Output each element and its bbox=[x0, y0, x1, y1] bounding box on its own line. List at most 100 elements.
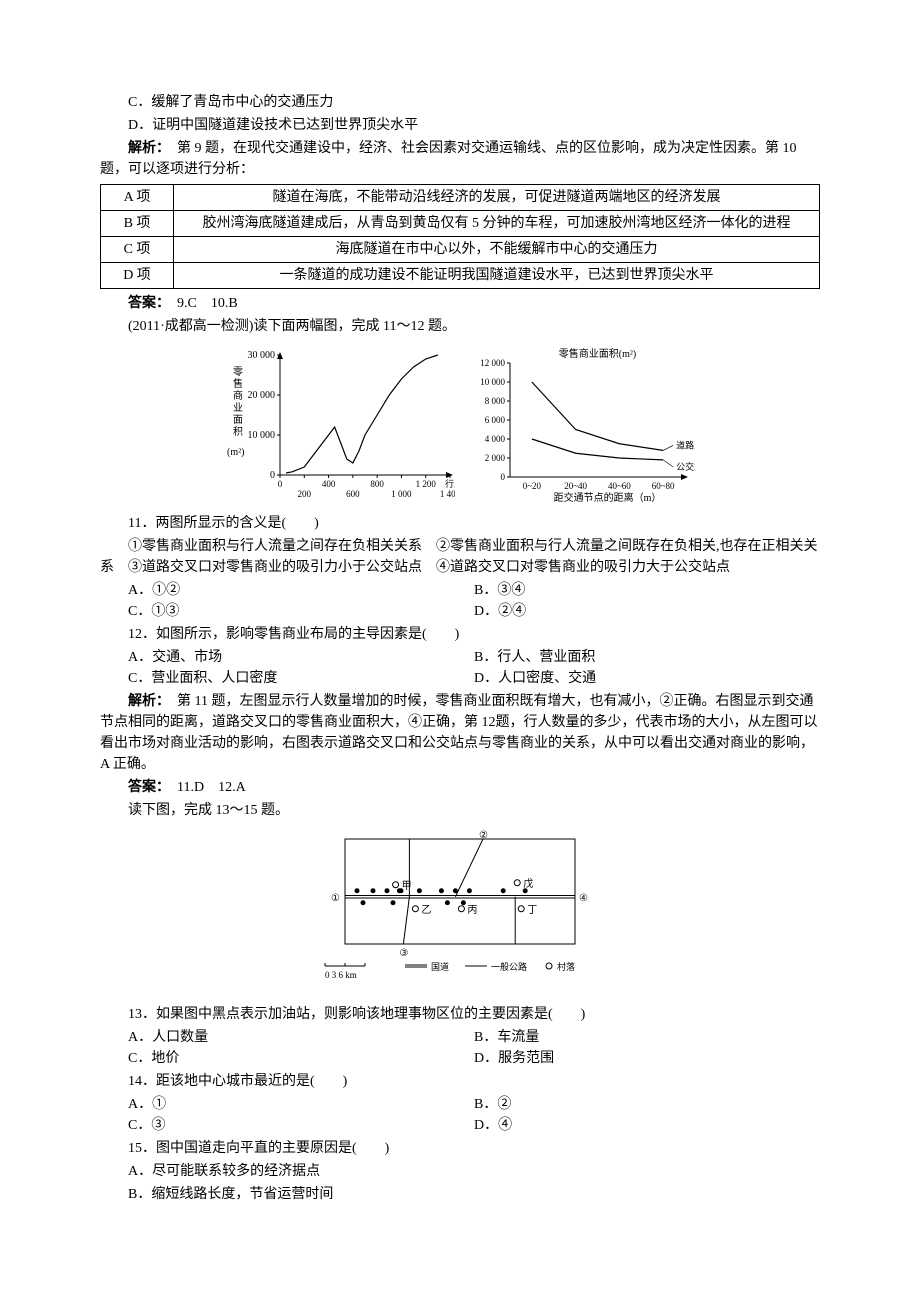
q11-opt-a: A．①② bbox=[128, 580, 474, 601]
svg-text:业: 业 bbox=[233, 402, 243, 414]
svg-text:4 000: 4 000 bbox=[485, 434, 506, 444]
svg-text:60~80: 60~80 bbox=[652, 481, 675, 491]
cell-c-text: 海底隧道在市中心以外，不能缓解市中心的交通压力 bbox=[174, 237, 820, 263]
svg-text:10 000: 10 000 bbox=[480, 377, 505, 387]
analysis-label: 解析： bbox=[128, 141, 163, 156]
q11-opt-b: B．③④ bbox=[474, 580, 820, 601]
table-row: D 项一条隧道的成功建设不能证明我国隧道建设水平，已达到世界顶尖水平 bbox=[101, 263, 820, 289]
svg-text:国道: 国道 bbox=[431, 961, 449, 972]
table-row: C 项海底隧道在市中心以外，不能缓解市中心的交通压力 bbox=[101, 237, 820, 263]
svg-text:零售商业面积(m²): 零售商业面积(m²) bbox=[559, 347, 636, 360]
q15-opt-b: B．缩短线路长度，节省运营时间 bbox=[100, 1184, 820, 1205]
cell-c-label: C 项 bbox=[101, 237, 174, 263]
svg-text:公交站点: 公交站点 bbox=[676, 461, 695, 472]
analysis-text: 第 9 题，在现代交通建设中，经济、社会因素对交通运输线、点的区位影响，成为决定… bbox=[100, 141, 797, 177]
analysis-label: 解析： bbox=[128, 694, 163, 709]
charts-11-12: 零售商业面积(m²)010 00020 00030 00002004006008… bbox=[100, 345, 820, 505]
svg-text:20 000: 20 000 bbox=[248, 390, 276, 401]
q9-option-d: D．证明中国隧道建设技术已达到世界顶尖水平 bbox=[100, 115, 820, 136]
svg-text:1 400: 1 400 bbox=[440, 489, 455, 499]
q13-opt-a: A．人口数量 bbox=[128, 1027, 474, 1048]
q14-opt-b: B．② bbox=[474, 1094, 820, 1115]
svg-text:①: ① bbox=[331, 893, 340, 904]
q9-answer: 答案： 9.C 10.B bbox=[100, 293, 820, 314]
svg-text:道路交叉口: 道路交叉口 bbox=[676, 439, 695, 450]
svg-text:村落: 村落 bbox=[557, 961, 575, 972]
map-figure: 甲乙丙丁戊①②③④0 3 6 km国道一般公路村落 bbox=[100, 829, 820, 996]
intro-13-15: 读下图，完成 13～15 题。 bbox=[100, 800, 820, 821]
answer-text: 11.D 12.A bbox=[163, 780, 246, 795]
svg-text:12 000: 12 000 bbox=[480, 358, 505, 368]
svg-text:40~60: 40~60 bbox=[608, 481, 631, 491]
svg-text:20~40: 20~40 bbox=[564, 481, 587, 491]
svg-text:1 200: 1 200 bbox=[416, 479, 437, 489]
q11-items: ①零售商业面积与行人流量之间存在负相关关系 ②零售商业面积与行人流量之间既存在负… bbox=[100, 536, 820, 578]
svg-text:乙: 乙 bbox=[421, 904, 431, 916]
q12-opt-b: B．行人、营业面积 bbox=[474, 647, 820, 668]
q13-opt-d: D．服务范围 bbox=[474, 1048, 820, 1069]
svg-text:200: 200 bbox=[298, 489, 312, 499]
answer-11-12: 答案： 11.D 12.A bbox=[100, 777, 820, 798]
q14-opt-a: A．① bbox=[128, 1094, 474, 1115]
q13-opt-c: C．地价 bbox=[128, 1048, 474, 1069]
q12-stem: 12．如图所示，影响零售商业布局的主导因素是( ) bbox=[100, 624, 820, 645]
svg-text:售: 售 bbox=[233, 377, 243, 390]
svg-text:戊: 戊 bbox=[523, 878, 533, 890]
q15-opt-a: A．尽可能联系较多的经济据点 bbox=[100, 1161, 820, 1182]
chart-2: 零售商业面积(m²) 0 2 000 4 000 6 000 8 000 10 000 12 … bbox=[465, 345, 695, 505]
svg-text:丙: 丙 bbox=[467, 905, 477, 916]
cell-b-label: B 项 bbox=[101, 211, 174, 237]
q11-opt-c: C．①③ bbox=[128, 601, 474, 622]
svg-text:面: 面 bbox=[233, 415, 243, 426]
cell-b-text: 胶州湾海底隧道建成后，从青岛到黄岛仅有 5 分钟的车程，可加速胶州湾地区经济一体… bbox=[174, 211, 820, 237]
analysis-text: 第 11 题，左图显示行人数量增加的时候，零售商业面积既有增大，也有减小，②正确… bbox=[100, 694, 818, 772]
cell-d-label: D 项 bbox=[101, 263, 174, 289]
q12-opt-d: D．人口密度、交通 bbox=[474, 668, 820, 689]
q14-stem: 14．距该地中心城市最近的是( ) bbox=[100, 1071, 820, 1092]
q13-opt-b: B．车流量 bbox=[474, 1027, 820, 1048]
cell-a-text: 隧道在海底，不能带动沿线经济的发展，可促进隧道两端地区的经济发展 bbox=[174, 185, 820, 211]
svg-text:0: 0 bbox=[501, 472, 506, 482]
svg-text:(m²): (m²) bbox=[227, 447, 244, 458]
analysis-table: A 项隧道在海底，不能带动沿线经济的发展，可促进隧道两端地区的经济发展 B 项胶… bbox=[100, 184, 820, 289]
svg-text:一般公路: 一般公路 bbox=[491, 961, 527, 972]
svg-text:②: ② bbox=[479, 830, 488, 841]
answer-label: 答案： bbox=[128, 296, 163, 311]
q14-opt-c: C．③ bbox=[128, 1115, 474, 1136]
svg-text:零: 零 bbox=[233, 366, 243, 378]
q11-opt-d: D．②④ bbox=[474, 601, 820, 622]
svg-text:0 3 6 km: 0 3 6 km bbox=[325, 970, 357, 980]
q9-analysis: 解析： 第 9 题，在现代交通建设中，经济、社会因素对交通运输线、点的区位影响，… bbox=[100, 138, 820, 180]
svg-text:丁: 丁 bbox=[527, 905, 537, 916]
intro-11-12: (2011·成都高一检测)读下面两幅图，完成 11～12 题。 bbox=[100, 316, 820, 337]
svg-text:1 000: 1 000 bbox=[391, 489, 412, 499]
svg-text:④: ④ bbox=[579, 893, 588, 904]
table-row: A 项隧道在海底，不能带动沿线经济的发展，可促进隧道两端地区的经济发展 bbox=[101, 185, 820, 211]
answer-text: 9.C 10.B bbox=[163, 296, 238, 311]
map-svg: 甲乙丙丁戊①②③④0 3 6 km国道一般公路村落 bbox=[310, 829, 610, 989]
q9-option-c: C．缓解了青岛市中心的交通压力 bbox=[100, 92, 820, 113]
analysis-11-12: 解析： 第 11 题，左图显示行人数量增加的时候，零售商业面积既有增大，也有减小… bbox=[100, 691, 820, 775]
svg-text:距交通节点的距离（m）: 距交通节点的距离（m） bbox=[554, 491, 662, 504]
table-row: B 项胶州湾海底隧道建成后，从青岛到黄岛仅有 5 分钟的车程，可加速胶州湾地区经… bbox=[101, 211, 820, 237]
q12-opt-c: C．营业面积、人口密度 bbox=[128, 668, 474, 689]
svg-text:400: 400 bbox=[322, 479, 336, 489]
svg-text:6 000: 6 000 bbox=[485, 415, 506, 425]
svg-text:600: 600 bbox=[346, 489, 360, 499]
answer-label: 答案： bbox=[128, 780, 163, 795]
svg-text:行人数/时: 行人数/时 bbox=[445, 478, 455, 489]
cell-d-text: 一条隧道的成功建设不能证明我国隧道建设水平，已达到世界顶尖水平 bbox=[174, 263, 820, 289]
svg-text:商: 商 bbox=[233, 389, 243, 402]
svg-text:0~20: 0~20 bbox=[523, 481, 542, 491]
q14-opt-d: D．④ bbox=[474, 1115, 820, 1136]
svg-text:积: 积 bbox=[233, 426, 243, 438]
svg-text:10 000: 10 000 bbox=[248, 430, 276, 441]
cell-a-label: A 项 bbox=[101, 185, 174, 211]
q13-stem: 13．如果图中黑点表示加油站，则影响该地理事物区位的主要因素是( ) bbox=[100, 1004, 820, 1025]
svg-text:0: 0 bbox=[270, 470, 275, 481]
chart-1: 零售商业面积(m²)010 00020 00030 00002004006008… bbox=[225, 345, 455, 505]
q11-stem: 11．两图所显示的含义是( ) bbox=[100, 513, 820, 534]
svg-text:③: ③ bbox=[399, 948, 408, 959]
svg-text:2 000: 2 000 bbox=[485, 453, 506, 463]
svg-text:8 000: 8 000 bbox=[485, 396, 506, 406]
